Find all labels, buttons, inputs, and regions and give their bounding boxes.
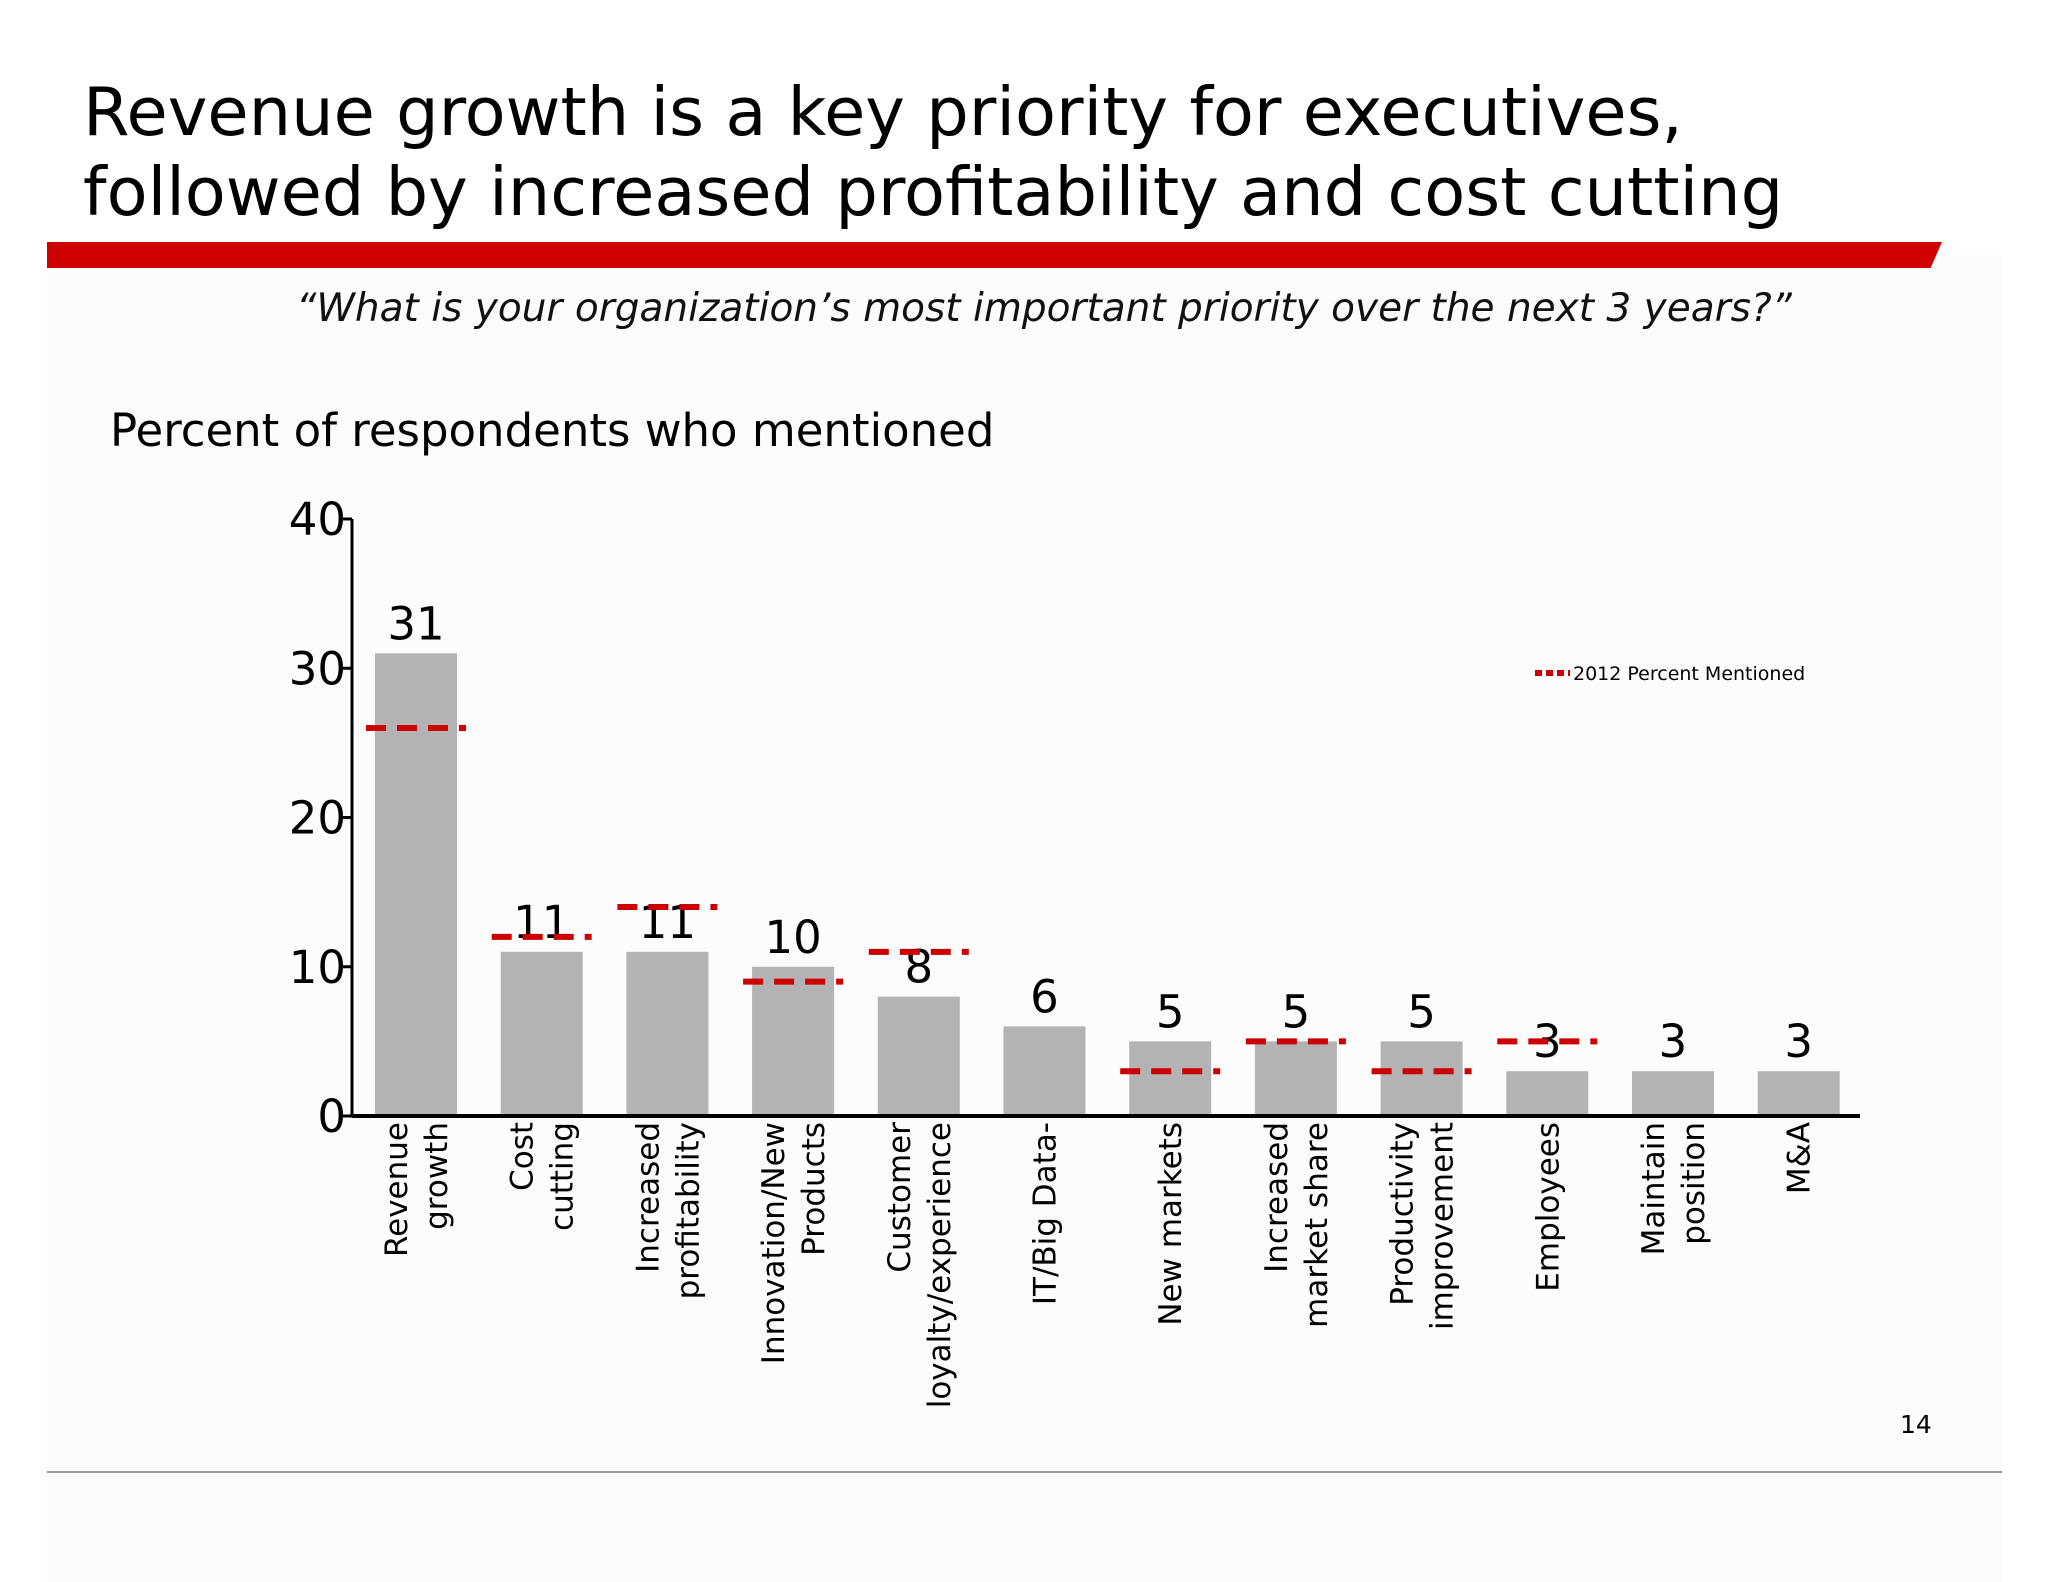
y-tick-label: 40 <box>289 493 346 546</box>
category-label-line: position <box>1676 1122 1712 1245</box>
data-label: 3 <box>1659 1015 1688 1068</box>
category-label: M&A <box>1782 1122 1818 1194</box>
category-label-line: market share <box>1299 1122 1335 1328</box>
data-label: 5 <box>1156 985 1185 1038</box>
category-label: IT/Big Data- <box>1028 1122 1064 1305</box>
bar <box>1380 1041 1463 1116</box>
y-tick-label: 30 <box>289 642 346 695</box>
data-label: 6 <box>1030 970 1059 1023</box>
title-line-2: followed by increased profitability and … <box>83 153 1784 231</box>
legend-label: 2012 Percent Mentioned <box>1573 663 1805 685</box>
bar <box>1003 1026 1086 1116</box>
data-label: 11 <box>639 896 696 949</box>
bar <box>626 951 709 1116</box>
category-label-line: New markets <box>1153 1122 1189 1326</box>
category-label-line: Increased <box>630 1122 666 1273</box>
category-label: Maintain position <box>1636 1122 1712 1255</box>
chart-heading: Percent of respondents who mentioned <box>110 404 995 457</box>
category-label-line: Products <box>796 1122 832 1256</box>
page-number: 14 <box>1900 1410 1932 1439</box>
y-tick-label: 20 <box>289 792 346 845</box>
data-label: 31 <box>387 597 444 650</box>
data-label: 10 <box>764 911 821 964</box>
bar <box>1506 1071 1589 1116</box>
category-label-line: Revenue <box>379 1122 415 1257</box>
category-label-line: Cost <box>505 1122 541 1191</box>
bar <box>877 996 960 1116</box>
category-label-line: Productivity <box>1385 1122 1421 1306</box>
data-label: 11 <box>513 896 570 949</box>
survey-question: “What is your organization’s most import… <box>296 286 1792 331</box>
category-label: Revenue growth <box>379 1122 455 1257</box>
category-label-line: profitability <box>670 1122 706 1299</box>
bar <box>375 653 457 1116</box>
category-label: Increased market share <box>1259 1122 1335 1328</box>
category-label: Employees <box>1530 1122 1566 1292</box>
page-title: Revenue growth is a key priority for exe… <box>83 72 1983 232</box>
title-line-1: Revenue growth is a key priority for exe… <box>83 73 1683 151</box>
category-label: Increased profitability <box>630 1122 706 1299</box>
category-label: Productivity improvement <box>1385 1122 1461 1330</box>
category-label-line: growth <box>419 1122 455 1230</box>
bar <box>1129 1041 1212 1116</box>
category-label-line: cutting <box>545 1122 581 1231</box>
category-label: Innovation/New Products <box>756 1122 832 1364</box>
bar <box>1632 1071 1714 1116</box>
title-accent-bar <box>47 242 1942 268</box>
category-label-line: Customer <box>882 1122 918 1273</box>
bar <box>752 966 835 1116</box>
data-label: 8 <box>904 941 933 994</box>
category-label: Cost cutting <box>505 1122 581 1231</box>
category-label-line: IT/Big Data- <box>1028 1122 1064 1305</box>
bar <box>1757 1071 1840 1116</box>
category-label-line: loyalty/experience <box>922 1122 958 1408</box>
bar <box>1254 1041 1337 1116</box>
category-label-line: Innovation/New <box>756 1122 792 1364</box>
data-label: 3 <box>1784 1015 1813 1068</box>
y-tick-label: 0 <box>317 1090 346 1143</box>
category-label-line: improvement <box>1425 1122 1461 1330</box>
category-label-line: Maintain <box>1636 1122 1672 1255</box>
slide-background <box>47 254 2002 1582</box>
y-tick-label: 10 <box>289 941 346 994</box>
data-label: 5 <box>1407 985 1436 1038</box>
category-label: Customer loyalty/experience <box>882 1122 958 1409</box>
category-label-line: M&A <box>1782 1122 1818 1194</box>
bar <box>500 951 583 1116</box>
data-label: 5 <box>1282 985 1311 1038</box>
category-label-line: Increased <box>1259 1122 1295 1273</box>
footer-divider <box>47 1471 2002 1473</box>
category-label-line: Employees <box>1530 1122 1566 1292</box>
category-label: New markets <box>1153 1122 1189 1326</box>
